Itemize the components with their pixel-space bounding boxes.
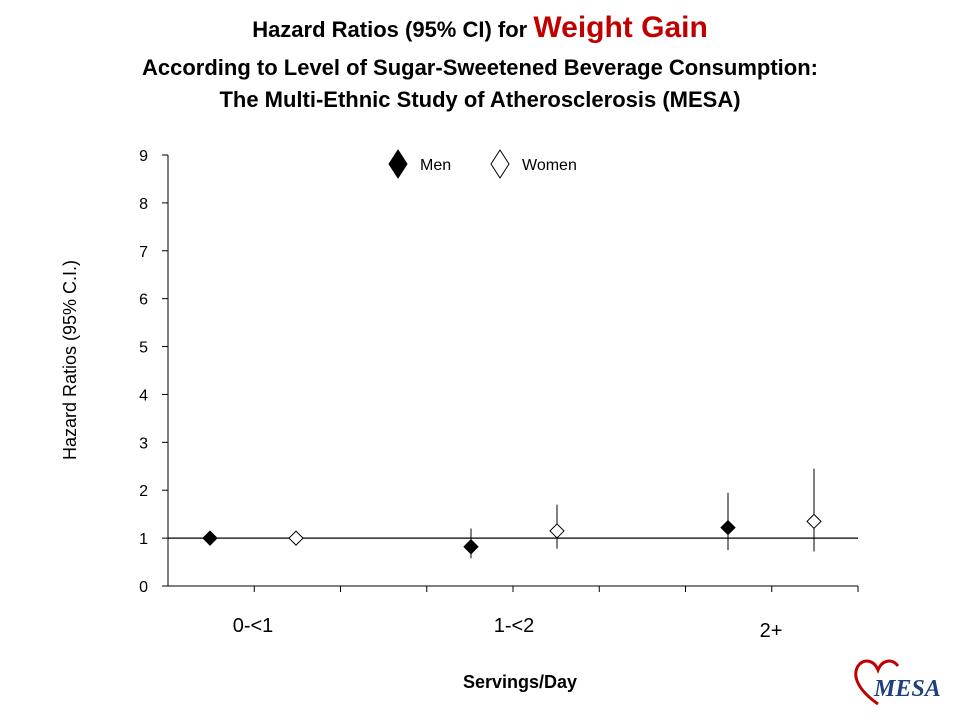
data-point-men <box>202 530 218 546</box>
x-axis-label: Servings/Day <box>462 672 578 692</box>
data-point-women <box>288 530 304 546</box>
chart-title-line2: According to Level of Sugar-Sweetened Be… <box>142 55 818 80</box>
chart-title-prefix: Hazard Ratios (95% CI) for <box>252 17 534 42</box>
legend-marker-women <box>490 149 510 179</box>
mesa-logo: MESA <box>854 659 941 706</box>
y-tick-label: 9 <box>139 148 148 165</box>
x-category-label: 0-<1 <box>233 615 274 637</box>
y-tick-label: 2 <box>139 483 148 500</box>
y-tick-label: 1 <box>139 531 148 548</box>
legend-marker-men <box>388 149 408 179</box>
chart-title-line3: The Multi-Ethnic Study of Atherosclerosi… <box>219 87 741 112</box>
y-tick-label: 5 <box>139 340 148 357</box>
x-category-label: 1-<2 <box>494 615 535 637</box>
data-point-women <box>549 523 565 539</box>
data-point-women <box>806 513 822 530</box>
data-point-men <box>463 539 479 555</box>
legend-label-women: Women <box>522 157 577 174</box>
y-axis-label: Hazard Ratios (95% C.I.) <box>60 259 80 461</box>
y-tick-label: 0 <box>139 579 148 596</box>
y-tick-label: 8 <box>139 196 148 213</box>
y-tick-label: 4 <box>139 387 148 404</box>
y-tick-label: 3 <box>139 435 148 452</box>
mesa-logo-text: MESA <box>873 676 941 702</box>
y-axis-label-wrap: Hazard Ratios (95% C.I.) <box>60 260 80 460</box>
y-tick-label: 7 <box>139 244 148 261</box>
data-point-men <box>720 519 736 536</box>
chart-title-highlight: Weight Gain <box>533 11 708 44</box>
chart-title-line1: Hazard Ratios (95% CI) for Weight Gain <box>0 11 960 44</box>
legend-label-men: Men <box>420 157 451 174</box>
y-tick-label: 6 <box>139 292 148 309</box>
x-category-label: 2+ <box>760 620 783 642</box>
